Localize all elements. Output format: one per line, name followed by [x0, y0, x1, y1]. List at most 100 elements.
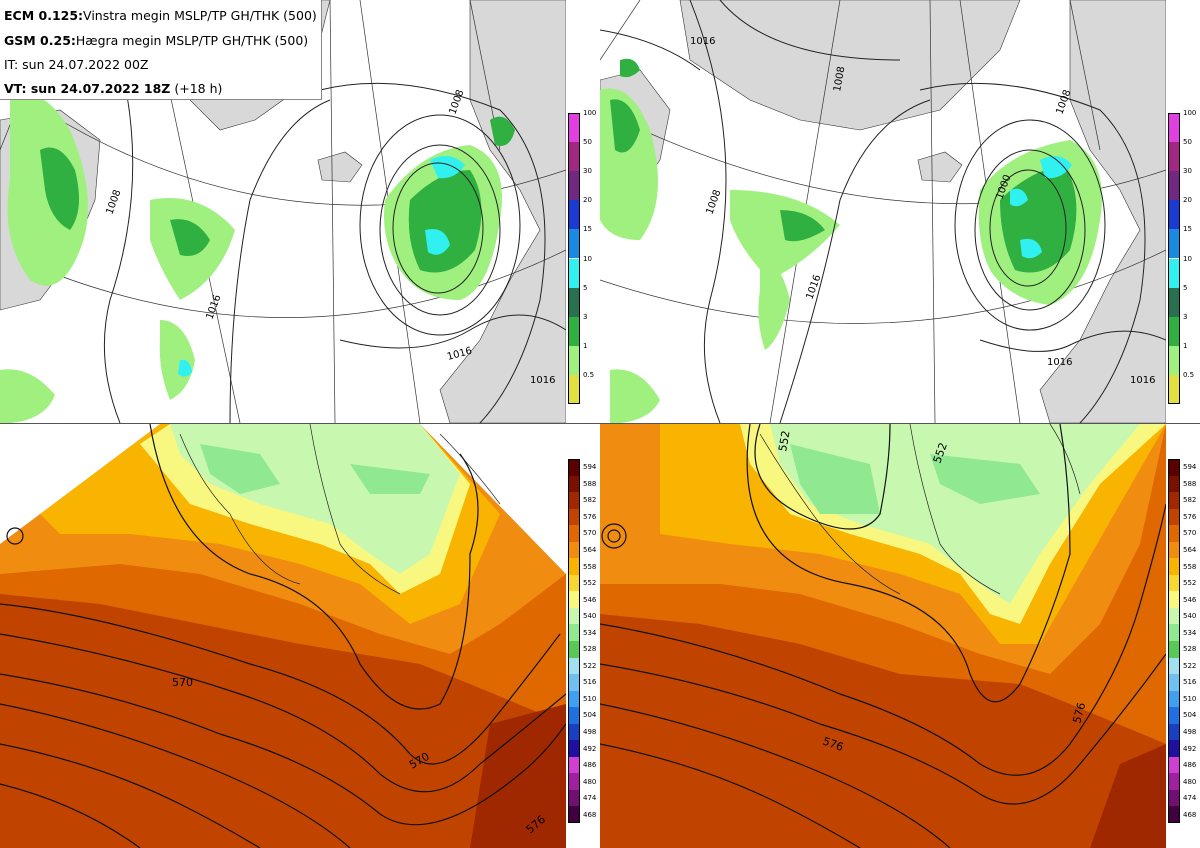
legend-swatch [568, 171, 580, 201]
legend-swatch [1168, 624, 1180, 641]
ecm-gh-thk-panel: 570 570 576 [0, 424, 566, 848]
legend-tick-label: 522 [1183, 661, 1197, 670]
legend-tick-label: 582 [1183, 496, 1197, 505]
legend-swatch [568, 287, 580, 317]
legend-swatch [568, 641, 580, 658]
isobar-label: 1016 [690, 36, 715, 47]
legend-swatch [1168, 591, 1180, 608]
legend-swatch [1168, 171, 1180, 201]
legend-tick-label: 522 [583, 661, 597, 670]
legend-swatch [1168, 200, 1180, 230]
legend-tick-label: 50 [583, 138, 592, 147]
legend-swatch [1168, 113, 1180, 143]
gsm-mslp-precip-panel: 1008 1016 1016 1008 1016 1016 1000 1008 [600, 0, 1166, 423]
legend-tick-label: 20 [1183, 196, 1192, 205]
legend-tick-label: 0.5 [1183, 370, 1195, 379]
legend-swatch [568, 316, 580, 346]
legend-tick-label: 540 [583, 612, 597, 621]
legend-tick-label: 546 [1183, 595, 1197, 604]
legend-swatch [568, 345, 580, 375]
legend-swatch [1168, 229, 1180, 259]
legend-tick-label: 528 [583, 645, 597, 654]
legend-swatch [568, 229, 580, 259]
legend-tick-label: 570 [1183, 529, 1197, 538]
legend-swatch [1168, 287, 1180, 317]
precip-areas [0, 94, 515, 423]
isobar-label: 1016 [1047, 357, 1072, 368]
legend-tick-label: 5 [1183, 283, 1188, 292]
legend-tick-label: 552 [583, 579, 597, 588]
legend-tick-label: 534 [583, 628, 597, 637]
legend-tick-label: 516 [583, 678, 597, 687]
legend-swatch [568, 142, 580, 172]
legend-swatch [1168, 492, 1180, 509]
legend-swatch [1168, 740, 1180, 757]
legend-swatch [1168, 525, 1180, 542]
legend-swatch [568, 492, 580, 509]
legend-swatch [1168, 657, 1180, 675]
legend-swatch [1168, 690, 1180, 708]
legend-tick-label: 588 [1183, 479, 1197, 488]
gh-label: 570 [172, 676, 193, 689]
legend-swatch [568, 541, 580, 559]
legend-swatch [1168, 707, 1180, 724]
legend-swatch [568, 558, 580, 575]
legend-swatch [568, 113, 580, 143]
legend-swatch [568, 574, 580, 592]
legend-swatch [568, 674, 580, 691]
legend-tick-label: 498 [1183, 728, 1197, 736]
legend-tick-label: 1 [583, 341, 588, 350]
init-time: IT: sun 24.07.2022 00Z [4, 57, 149, 72]
legend-tick-label: 30 [583, 167, 592, 176]
legend-tick-label: 576 [583, 512, 597, 521]
legend-tick-label: 570 [583, 529, 597, 538]
legend-swatch [568, 374, 580, 404]
legend-tick-label: 594 [583, 463, 597, 472]
legend-tick-label: 552 [1183, 579, 1197, 588]
legend-tick-label: 492 [583, 744, 597, 753]
legend-swatch [568, 525, 580, 542]
legend-tick-label: 5 [583, 283, 588, 292]
greenland-land [679, 0, 1021, 131]
legend-swatch [568, 756, 580, 774]
legend-swatch [568, 607, 580, 625]
legend-tick-label: 20 [583, 196, 592, 205]
legend-tick-label: 504 [583, 711, 597, 720]
legend-swatch [1168, 508, 1180, 526]
isobar-label: 1016 [1130, 375, 1155, 386]
legend-tick-label: 510 [583, 694, 597, 703]
iceland-land [317, 151, 363, 183]
legend-tick-label: 528 [1183, 645, 1197, 654]
legend-swatch [1168, 756, 1180, 774]
legend-swatch [1168, 674, 1180, 691]
legend-tick-label: 564 [583, 546, 597, 554]
legend-swatch [568, 200, 580, 230]
legend-tick-label: 0.5 [583, 370, 595, 379]
legend-tick-label: 100 [1183, 109, 1197, 117]
legend-tick-label: 504 [1183, 711, 1197, 720]
legend-tick-label: 510 [1183, 694, 1197, 703]
legend-swatch [1168, 541, 1180, 559]
gsm-line: GSM 0.25:Hægra megin MSLP/TP GH/THK (500… [4, 33, 309, 48]
scandinavia-land [1039, 0, 1166, 423]
legend-tick-label: 10 [1183, 254, 1192, 263]
thk-legend-right: 594 588 582 576 570 564 558 552 546 540 534 528 522 5… [1168, 459, 1200, 823]
legend-swatch [568, 690, 580, 708]
scandinavia-land [439, 0, 566, 423]
legend-swatch [1168, 574, 1180, 592]
legend-swatch [568, 459, 580, 476]
legend-tick-label: 474 [1183, 794, 1197, 803]
gsm-gh-thk-panel: 552 552 576 576 [600, 424, 1166, 848]
precip-legend-left: 100 50 30 20 15 10 5 3 1 0.5 [568, 109, 602, 404]
legend-tick-label: 480 [1183, 777, 1197, 786]
isobar-label: 1016 [530, 375, 555, 386]
legend-swatch [1168, 789, 1180, 807]
legend-tick-label: 1 [1183, 341, 1188, 350]
legend-tick-label: 480 [583, 777, 597, 786]
legend-swatch [568, 624, 580, 641]
legend-tick-label: 546 [583, 595, 597, 604]
legend-swatch [568, 806, 580, 823]
legend-tick-label: 468 [1183, 810, 1197, 819]
precip-legend-right: 100 50 30 20 15 10 5 3 1 0.5 [1168, 109, 1200, 404]
legend-tick-label: 558 [1183, 562, 1197, 571]
